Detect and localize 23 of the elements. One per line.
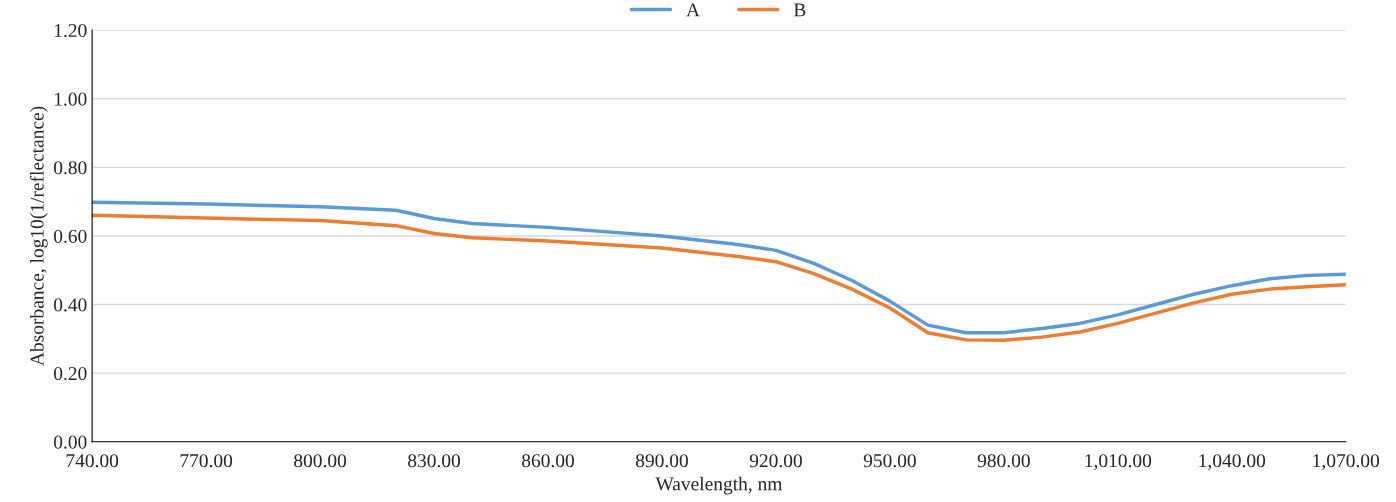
legend-label: B	[793, 3, 806, 17]
y-tick-label: 1.00	[54, 92, 87, 106]
y-tick-label: 0.20	[53, 366, 87, 381]
x-tick-label: 1,040.00	[1199, 454, 1266, 471]
y-tick-label: 0.60	[53, 229, 87, 243]
x-tick-label: 980.00	[977, 454, 1030, 468]
x-tick-label: 830.00	[408, 454, 461, 468]
x-tick-label: 800.00	[294, 454, 347, 468]
y-tick-label: 0.80	[53, 161, 87, 175]
x-tick-label: 890.00	[635, 454, 688, 468]
y-tick-label: 1.20	[54, 23, 87, 38]
legend-label: A	[686, 3, 700, 17]
x-tick-label: 740.00	[66, 454, 119, 468]
x-tick-label: 950.00	[863, 454, 916, 468]
x-tick-label: 1,070.00	[1313, 454, 1380, 471]
x-tick-label: 770.00	[180, 454, 233, 468]
y-axis-title: Absorbance, log10(1/reflectance)	[29, 106, 48, 366]
x-tick-label: 1,010.00	[1085, 454, 1152, 471]
x-axis-title: Wavelength, nm	[655, 476, 783, 495]
x-tick-label: 860.00	[522, 454, 574, 468]
x-tick-label: 920.00	[749, 454, 802, 468]
y-tick-label: 0.40	[53, 298, 87, 312]
y-tick-label: 0.00	[53, 435, 87, 449]
